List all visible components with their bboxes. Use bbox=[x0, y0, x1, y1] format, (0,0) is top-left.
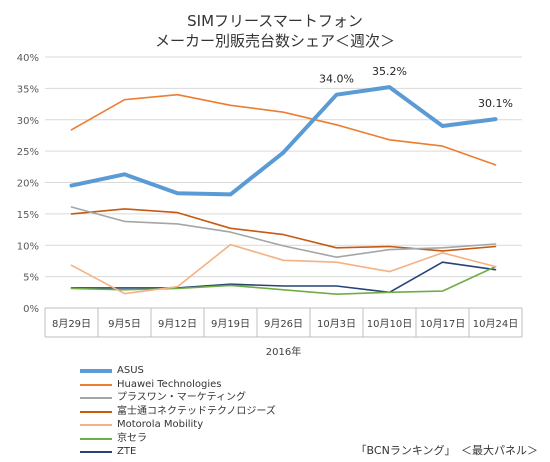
legend-swatch bbox=[80, 397, 112, 399]
series-line-3 bbox=[70, 208, 497, 252]
series-line-1 bbox=[70, 93, 497, 166]
y-tick-label: 20% bbox=[17, 179, 39, 190]
series-line-5 bbox=[70, 265, 497, 296]
x-tick-label: 9月19日 bbox=[211, 318, 250, 330]
y-tick-label: 10% bbox=[17, 241, 39, 252]
legend-label: Huawei Technologies bbox=[117, 378, 222, 390]
chart-title-line-2: メーカー別販売台数シェア＜週次＞ bbox=[154, 32, 395, 50]
legend-swatch bbox=[80, 383, 112, 386]
legend-label: プラスワン・マーケティング bbox=[117, 392, 246, 403]
legend-swatch bbox=[80, 369, 112, 373]
data-label: 30.1% bbox=[478, 97, 513, 110]
legend-swatch bbox=[80, 451, 112, 453]
legend-swatch bbox=[80, 437, 112, 440]
x-tick-label: 9月12日 bbox=[158, 318, 197, 330]
legend-label: 京セラ bbox=[117, 432, 147, 444]
x-tick-label: 10月24日 bbox=[473, 318, 518, 330]
y-tick-label: 25% bbox=[17, 147, 39, 158]
legend-swatch bbox=[80, 424, 112, 426]
x-tick-label: 10月3日 bbox=[317, 318, 356, 330]
series-line-0 bbox=[69, 85, 498, 197]
x-tick-label: 8月29日 bbox=[52, 318, 91, 330]
x-tick-label: 9月5日 bbox=[108, 318, 141, 330]
series-line-6 bbox=[70, 261, 497, 294]
y-tick-label: 0% bbox=[23, 304, 39, 315]
legend-label: ZTE bbox=[117, 446, 137, 457]
x-tick-label: 10月10日 bbox=[367, 318, 412, 330]
legend-label: Motorola Mobility bbox=[117, 419, 204, 430]
series-line-4 bbox=[70, 243, 497, 295]
legend-label: ASUS bbox=[117, 365, 144, 376]
y-tick-label: 30% bbox=[17, 116, 39, 127]
x-tick-label: 9月26日 bbox=[264, 318, 303, 330]
x-tick-label: 10月17日 bbox=[420, 318, 465, 330]
data-label: 34.0% bbox=[319, 73, 354, 86]
x-axis-title: 2016年 bbox=[266, 345, 301, 358]
y-tick-label: 40% bbox=[17, 53, 39, 64]
chart-title-line-1: SIMフリースマートフォン bbox=[187, 12, 363, 30]
source-note: 「BCNランキング」 ＜最大パネル＞ bbox=[355, 444, 538, 457]
legend-label: 富士通コネクテッドテクノロジーズ bbox=[117, 405, 276, 417]
legend-swatch bbox=[80, 410, 112, 413]
series-line-2 bbox=[70, 206, 497, 259]
y-tick-label: 35% bbox=[17, 84, 39, 95]
y-tick-label: 15% bbox=[17, 210, 39, 221]
y-tick-label: 5% bbox=[23, 273, 39, 284]
data-label: 35.2% bbox=[372, 65, 407, 78]
